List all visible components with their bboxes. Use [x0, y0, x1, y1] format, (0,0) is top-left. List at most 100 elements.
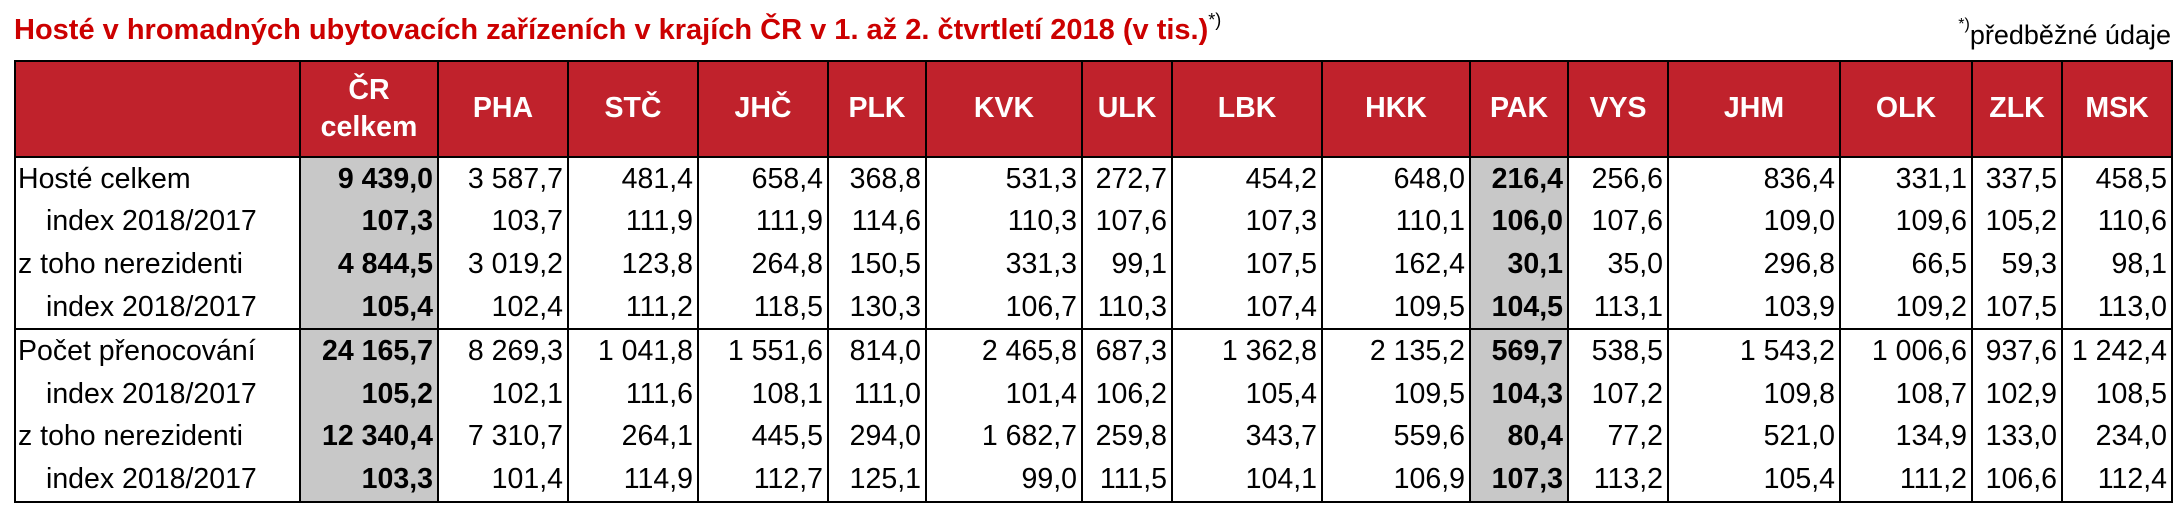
header-ulk: ULK — [1081, 60, 1173, 158]
header-hkk: HKK — [1321, 60, 1471, 158]
header-corner — [14, 60, 301, 158]
cell-vys: 113,2 — [1567, 458, 1669, 503]
cell-ulk: 110,3 — [1081, 285, 1173, 330]
cell-kvk: 2 465,8 — [925, 328, 1083, 373]
cell-jhm: 105,4 — [1667, 458, 1841, 503]
header-stc: STČ — [567, 60, 699, 158]
cell-vys: 107,2 — [1567, 372, 1669, 416]
cell-kvk: 531,3 — [925, 156, 1083, 201]
cell-pha: 7 310,7 — [437, 415, 569, 459]
cell-olk: 109,2 — [1839, 285, 1973, 330]
cell-msk: 112,4 — [2061, 458, 2173, 503]
table-row: z toho nerezidenti 12 340,4 7 310,7 264,1 44… — [14, 415, 2173, 459]
cell-lbk: 343,7 — [1171, 415, 1323, 459]
cell-cr-celkem: 105,2 — [299, 372, 439, 416]
cell-hkk: 110,1 — [1321, 200, 1471, 244]
cell-pak: 107,3 — [1469, 458, 1569, 503]
table-row: Hosté celkem 9 439,0 3 587,7 481,4 658,4 368,… — [14, 156, 2173, 201]
row-label: index 2018/2017 — [14, 372, 301, 416]
cell-olk: 331,1 — [1839, 156, 1973, 201]
cell-pak: 104,5 — [1469, 285, 1569, 330]
table-row: index 2018/2017 107,3 103,7 111,9 111,9 114,6… — [14, 200, 2173, 244]
cell-jhm: 296,8 — [1667, 243, 1841, 286]
row-label: index 2018/2017 — [14, 458, 301, 503]
cell-pha: 3 587,7 — [437, 156, 569, 201]
header-pak: PAK — [1469, 60, 1569, 158]
cell-msk: 110,6 — [2061, 200, 2173, 244]
cell-kvk: 99,0 — [925, 458, 1083, 503]
cell-cr-celkem: 9 439,0 — [299, 156, 439, 201]
header-jhm: JHM — [1667, 60, 1841, 158]
cell-zlk: 106,6 — [1971, 458, 2063, 503]
cell-plk: 114,6 — [827, 200, 927, 244]
cell-msk: 108,5 — [2061, 372, 2173, 416]
cell-jhc: 658,4 — [697, 156, 829, 201]
cell-plk: 130,3 — [827, 285, 927, 330]
cell-cr-celkem: 24 165,7 — [299, 328, 439, 373]
cell-jhm: 109,0 — [1667, 200, 1841, 244]
table-row: index 2018/2017 105,4 102,4 111,2 118,5 130,3… — [14, 285, 2173, 330]
cell-pak: 216,4 — [1469, 156, 1569, 201]
cell-jhm: 836,4 — [1667, 156, 1841, 201]
header-row: ČR celkem PHA STČ JHČ PLK KVK ULK LBK HKK PAK VYS JH… — [14, 60, 2173, 158]
cell-lbk: 454,2 — [1171, 156, 1323, 201]
cell-msk: 113,0 — [2061, 285, 2173, 330]
cell-hkk: 559,6 — [1321, 415, 1471, 459]
cell-jhm: 109,8 — [1667, 372, 1841, 416]
cell-zlk: 937,6 — [1971, 328, 2063, 373]
cell-zlk: 133,0 — [1971, 415, 2063, 459]
cell-vys: 538,5 — [1567, 328, 1669, 373]
row-label: Počet přenocování — [14, 328, 301, 373]
row-label: index 2018/2017 — [14, 285, 301, 330]
cell-kvk: 1 682,7 — [925, 415, 1083, 459]
cell-pak: 80,4 — [1469, 415, 1569, 459]
cell-pak: 106,0 — [1469, 200, 1569, 244]
cell-plk: 814,0 — [827, 328, 927, 373]
regional-guests-table: ČR celkem PHA STČ JHČ PLK KVK ULK LBK HKK PAK VYS JH… — [14, 60, 2173, 503]
header-jhc: JHČ — [697, 60, 829, 158]
cell-kvk: 331,3 — [925, 243, 1083, 286]
cell-pha: 3 019,2 — [437, 243, 569, 286]
cell-ulk: 107,6 — [1081, 200, 1173, 244]
cell-vys: 256,6 — [1567, 156, 1669, 201]
table-row: index 2018/2017 103,3 101,4 114,9 112,7 125,1… — [14, 458, 2173, 503]
cell-hkk: 109,5 — [1321, 372, 1471, 416]
cell-olk: 1 006,6 — [1839, 328, 1973, 373]
row-label: Hosté celkem — [14, 156, 301, 201]
cell-olk: 134,9 — [1839, 415, 1973, 459]
cell-pak: 569,7 — [1469, 328, 1569, 373]
cell-stc: 264,1 — [567, 415, 699, 459]
cell-lbk: 104,1 — [1171, 458, 1323, 503]
cell-pha: 8 269,3 — [437, 328, 569, 373]
cell-jhc: 111,9 — [697, 200, 829, 244]
cell-cr-celkem: 4 844,5 — [299, 243, 439, 286]
row-label: z toho nerezidenti — [14, 415, 301, 459]
header-cr-celkem-line: ČR — [348, 73, 390, 106]
header-vys: VYS — [1567, 60, 1669, 158]
cell-cr-celkem: 107,3 — [299, 200, 439, 244]
cell-zlk: 102,9 — [1971, 372, 2063, 416]
cell-ulk: 111,5 — [1081, 458, 1173, 503]
cell-plk: 150,5 — [827, 243, 927, 286]
table-title-text: Hosté v hromadných ubytovacích zařízeníc… — [14, 14, 1209, 46]
header-pha: PHA — [437, 60, 569, 158]
cell-plk: 111,0 — [827, 372, 927, 416]
preliminary-note: *)předběžné údaje — [1958, 16, 2171, 51]
cell-hkk: 2 135,2 — [1321, 328, 1471, 373]
cell-lbk: 107,3 — [1171, 200, 1323, 244]
cell-cr-celkem: 103,3 — [299, 458, 439, 503]
cell-jhc: 118,5 — [697, 285, 829, 330]
cell-stc: 111,9 — [567, 200, 699, 244]
cell-pak: 30,1 — [1469, 243, 1569, 286]
note-footnote-mark: *) — [1958, 16, 1970, 33]
header-lbk: LBK — [1171, 60, 1323, 158]
row-label: index 2018/2017 — [14, 200, 301, 244]
cell-jhm: 1 543,2 — [1667, 328, 1841, 373]
cell-jhm: 521,0 — [1667, 415, 1841, 459]
cell-lbk: 105,4 — [1171, 372, 1323, 416]
cell-msk: 234,0 — [2061, 415, 2173, 459]
cell-zlk: 337,5 — [1971, 156, 2063, 201]
cell-zlk: 107,5 — [1971, 285, 2063, 330]
cell-ulk: 106,2 — [1081, 372, 1173, 416]
cell-plk: 368,8 — [827, 156, 927, 201]
